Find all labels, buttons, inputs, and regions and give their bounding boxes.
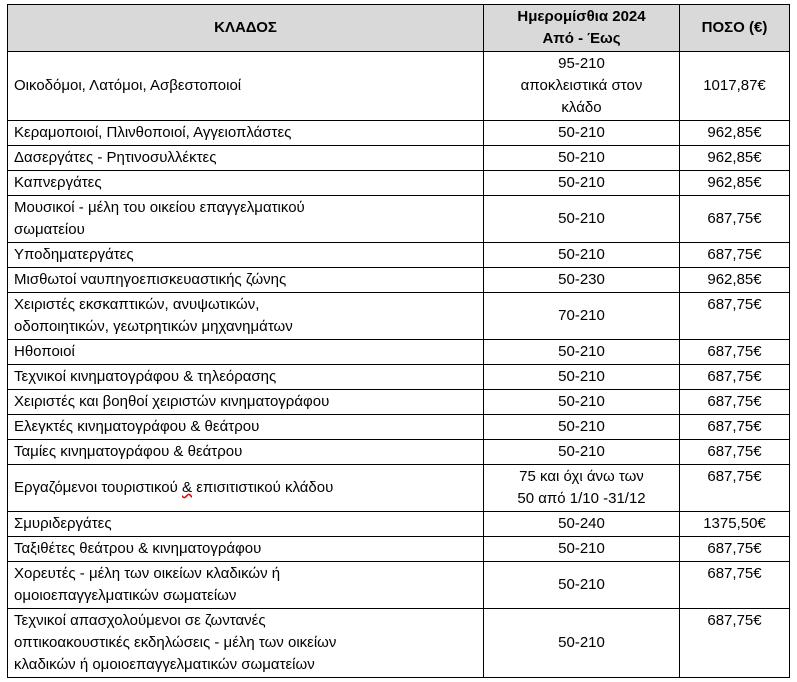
- table-row: Καπνεργάτες 50-210 962,85€: [7, 170, 790, 196]
- sector-cell: Δασεργάτες - Ρητινοσυλλέκτες: [7, 145, 484, 171]
- amount-cell: 687,75€: [679, 608, 790, 678]
- sector-cell: Τεχνικοί απασχολούμενοι σε ζωντανές οπτι…: [7, 608, 484, 678]
- table-row: Χορευτές - μέλη των οικείων κλαδικών ή ο…: [7, 561, 790, 609]
- wages-cell: 50-210: [483, 170, 680, 196]
- sector-cell: Καπνεργάτες: [7, 170, 484, 196]
- header-sector: ΚΛΑΔΟΣ: [7, 4, 484, 52]
- wages-cell: 50-210: [483, 242, 680, 268]
- table-row: Τεχνικοί απασχολούμενοι σε ζωντανές οπτι…: [7, 608, 790, 678]
- amount-cell: 1375,50€: [679, 511, 790, 537]
- spellcheck-underline: &: [182, 479, 193, 496]
- table-row: Ελεγκτές κινηματογράφου & θεάτρου 50-210 6…: [7, 414, 790, 440]
- amount-cell: 687,75€: [679, 364, 790, 390]
- table-row: Ταξιθέτες θεάτρου & κινηματογράφου 50-210…: [7, 536, 790, 562]
- table-row: Μισθωτοί ναυπηγοεπισκευαστικής ζώνης 50-2…: [7, 267, 790, 293]
- table-row: Χειριστές εκσκαπτικών, ανυψωτικών, οδοπο…: [7, 292, 790, 340]
- amount-cell: 687,75€: [679, 389, 790, 415]
- table-row: Χειριστές και βοηθοί χειριστών κινηματογ…: [7, 389, 790, 415]
- amount-cell: 687,75€: [679, 439, 790, 465]
- wages-cell: 50-210: [483, 364, 680, 390]
- sector-cell: Σμυριδεργάτες: [7, 511, 484, 537]
- table-row: Σμυριδεργάτες 50-240 1375,50€: [7, 511, 790, 537]
- sector-cell: Μισθωτοί ναυπηγοεπισκευαστικής ζώνης: [7, 267, 484, 293]
- amount-cell: 687,75€: [679, 464, 790, 512]
- amount-cell: 687,75€: [679, 292, 790, 340]
- amount-cell: 1017,87€: [679, 51, 790, 121]
- amount-cell: 687,75€: [679, 195, 790, 243]
- wages-cell: 50-210: [483, 389, 680, 415]
- sector-cell: Υποδηματεργάτες: [7, 242, 484, 268]
- table-row: Οικοδόμοι, Λατόμοι, Ασβεστοποιοί 95-210 α…: [7, 51, 790, 121]
- wages-cell: 95-210 αποκλειστικά στον κλάδο: [483, 51, 680, 121]
- header-amount: ΠΟΣΟ (€): [679, 4, 790, 52]
- amount-cell: 962,85€: [679, 145, 790, 171]
- sector-cell: Ταμίες κινηματογράφου & θεάτρου: [7, 439, 484, 465]
- wages-cell: 50-210: [483, 439, 680, 465]
- table-row: Υποδηματεργάτες 50-210 687,75€: [7, 242, 790, 268]
- wages-cell: 50-240: [483, 511, 680, 537]
- sector-cell: Ελεγκτές κινηματογράφου & θεάτρου: [7, 414, 484, 440]
- amount-cell: 687,75€: [679, 414, 790, 440]
- table-row: Τεχνικοί κινηματογράφου & τηλεόρασης 50-2…: [7, 364, 790, 390]
- table-row: Μουσικοί - μέλη του οικείου επαγγελματικ…: [7, 195, 790, 243]
- wages-cell: 50-230: [483, 267, 680, 293]
- sector-cell: Χειριστές και βοηθοί χειριστών κινηματογ…: [7, 389, 484, 415]
- wages-table: ΚΛΑΔΟΣ Ημερομίσθια 2024 Από - Έως ΠΟΣΟ (…: [7, 4, 790, 678]
- table-row: Κεραμοποιοί, Πλινθοποιοί, Αγγειοπλάστες 5…: [7, 120, 790, 146]
- amount-cell: 962,85€: [679, 267, 790, 293]
- wages-cell: 50-210: [483, 339, 680, 365]
- amount-cell: 687,75€: [679, 536, 790, 562]
- amount-cell: 687,75€: [679, 242, 790, 268]
- wages-cell: 50-210: [483, 414, 680, 440]
- sector-cell: Εργαζόμενοι τουριστικού & επισιτιστικού …: [7, 464, 484, 512]
- wages-cell: 50-210: [483, 195, 680, 243]
- sector-cell: Τεχνικοί κινηματογράφου & τηλεόρασης: [7, 364, 484, 390]
- wages-cell: 50-210: [483, 536, 680, 562]
- amount-cell: 962,85€: [679, 170, 790, 196]
- wages-cell: 50-210: [483, 608, 680, 678]
- wages-cell: 50-210: [483, 120, 680, 146]
- sector-cell: Χειριστές εκσκαπτικών, ανυψωτικών, οδοπο…: [7, 292, 484, 340]
- table-row: Ηθοποιοί 50-210 687,75€: [7, 339, 790, 365]
- table-body: Οικοδόμοι, Λατόμοι, Ασβεστοποιοί 95-210 α…: [7, 51, 790, 678]
- sector-cell: Ταξιθέτες θεάτρου & κινηματογράφου: [7, 536, 484, 562]
- sector-cell: Χορευτές - μέλη των οικείων κλαδικών ή ο…: [7, 561, 484, 609]
- table-row: Δασεργάτες - Ρητινοσυλλέκτες 50-210 962,85…: [7, 145, 790, 171]
- table-row: Εργαζόμενοι τουριστικού & επισιτιστικού …: [7, 464, 790, 512]
- sector-cell: Οικοδόμοι, Λατόμοι, Ασβεστοποιοί: [7, 51, 484, 121]
- wages-cell: 70-210: [483, 292, 680, 340]
- amount-cell: 962,85€: [679, 120, 790, 146]
- wages-cell: 50-210: [483, 145, 680, 171]
- wages-cell: 75 και όχι άνω των 50 από 1/10 -31/12: [483, 464, 680, 512]
- table-row: Ταμίες κινηματογράφου & θεάτρου 50-210 687…: [7, 439, 790, 465]
- sector-cell: Κεραμοποιοί, Πλινθοποιοί, Αγγειοπλάστες: [7, 120, 484, 146]
- amount-cell: 687,75€: [679, 561, 790, 609]
- amount-cell: 687,75€: [679, 339, 790, 365]
- sector-cell: Ηθοποιοί: [7, 339, 484, 365]
- header-row: ΚΛΑΔΟΣ Ημερομίσθια 2024 Από - Έως ΠΟΣΟ (…: [7, 4, 790, 52]
- sector-cell: Μουσικοί - μέλη του οικείου επαγγελματικ…: [7, 195, 484, 243]
- header-wages: Ημερομίσθια 2024 Από - Έως: [483, 4, 680, 52]
- wages-cell: 50-210: [483, 561, 680, 609]
